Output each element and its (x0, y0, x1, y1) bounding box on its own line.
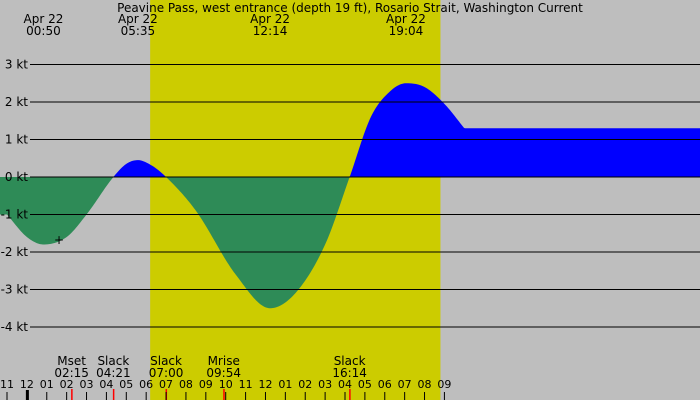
top-event-time: 19:04 (389, 24, 424, 38)
chart-title: Peavine Pass, west entrance (depth 19 ft… (117, 1, 583, 15)
top-event-date: Apr 22 (386, 12, 426, 26)
hour-label: 03 (80, 378, 94, 391)
event-tick (112, 389, 115, 400)
hour-tick (66, 392, 68, 400)
top-event-date: Apr 22 (24, 12, 64, 26)
hour-tick (284, 392, 286, 400)
hour-label: 01 (278, 378, 292, 391)
hour-tick (424, 392, 426, 400)
bottom-event-time: 04:21 (96, 366, 131, 380)
hour-label: 01 (40, 378, 54, 391)
ebb-current-area (0, 177, 700, 309)
y-tick-label: 1 kt (5, 133, 28, 147)
y-tick-label: -3 kt (1, 283, 29, 297)
current-areas (0, 83, 700, 309)
y-tick-label: -4 kt (1, 320, 29, 334)
hour-tick (125, 392, 127, 400)
y-tick-label: -1 kt (1, 208, 29, 222)
bottom-events: Mset02:15Slack04:21Slack07:00Mrise09:54S… (54, 354, 367, 400)
y-tick-label: 2 kt (5, 95, 28, 109)
hour-label: 11 (239, 378, 253, 391)
hour-label: 09 (199, 378, 213, 391)
bottom-event-name: Slack (150, 354, 182, 368)
hour-tick (185, 392, 187, 400)
hour-tick (105, 392, 107, 400)
event-tick (71, 389, 73, 400)
top-event-date: Apr 22 (250, 12, 290, 26)
current-marker: + (54, 233, 64, 247)
hour-tick (404, 392, 406, 400)
hour-tick (225, 392, 227, 400)
hour-label: 03 (318, 378, 332, 391)
hour-label: 10 (219, 378, 233, 391)
hour-tick (304, 392, 306, 400)
hour-tick (205, 392, 207, 400)
event-tick (223, 389, 225, 400)
hour-label: 09 (437, 378, 451, 391)
midnight-tick (25, 390, 29, 400)
hour-tick (364, 392, 366, 400)
flood-current-area (0, 83, 700, 177)
hour-tick (384, 392, 386, 400)
top-event-date: Apr 22 (118, 12, 158, 26)
y-tick-label: -2 kt (1, 245, 29, 259)
hour-label: 06 (378, 378, 392, 391)
bottom-event-name: Slack (97, 354, 129, 368)
hour-tick (443, 392, 445, 400)
hour-label: 04 (99, 378, 113, 391)
hour-label: 08 (418, 378, 432, 391)
grid-lines (30, 64, 700, 328)
hour-tick (145, 392, 147, 400)
bottom-event-time: 09:54 (206, 366, 241, 380)
hour-label: 06 (139, 378, 153, 391)
bottom-event-name: Slack (334, 354, 366, 368)
hour-label: 05 (119, 378, 133, 391)
hour-tick (46, 392, 48, 400)
bottom-event-name: Mrise (208, 354, 240, 368)
top-event-time: 12:14 (253, 24, 288, 38)
hour-label: 07 (398, 378, 412, 391)
hour-label: 04 (338, 378, 352, 391)
hour-label: 12 (258, 378, 272, 391)
hour-tick (165, 392, 167, 400)
hour-label: 05 (358, 378, 372, 391)
hour-label: 02 (60, 378, 74, 391)
hour-axis: 11 12 01 02 03 04 05 06 07 08 09 10 11 12 01 02 03 04 05 06… (0, 378, 451, 400)
event-tick (349, 389, 351, 400)
hour-tick (86, 392, 88, 400)
bottom-event-time: 16:14 (332, 366, 367, 380)
hour-tick (264, 392, 266, 400)
hour-label: 08 (179, 378, 193, 391)
bottom-event-time: 02:15 (54, 366, 89, 380)
bottom-event-time: 07:00 (149, 366, 184, 380)
y-tick-label: 0 kt (5, 170, 28, 184)
hour-tick (245, 392, 247, 400)
hour-label: 11 (0, 378, 14, 391)
hour-label: 02 (298, 378, 312, 391)
hour-label: 07 (159, 378, 173, 391)
y-tick-label: 3 kt (5, 58, 28, 72)
hour-tick (324, 392, 326, 400)
hour-tick (6, 392, 8, 400)
top-event-time: 05:35 (121, 24, 156, 38)
hour-tick (344, 392, 346, 400)
hour-label: 12 (20, 378, 34, 391)
top-event-time: 00:50 (26, 24, 61, 38)
y-axis-ticks: 3 kt 2 kt 1 kt 0 kt -1 kt -2 kt -3 kt -4 kt (1, 58, 29, 335)
bottom-event-name: Mset (57, 354, 86, 368)
